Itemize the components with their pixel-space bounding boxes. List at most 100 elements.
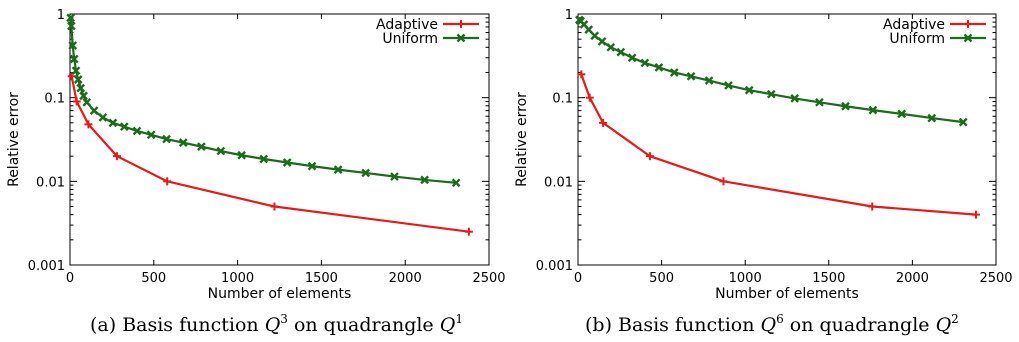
data-point <box>815 97 824 107</box>
cross-marker <box>744 85 754 95</box>
basis-power: 6 <box>776 312 784 326</box>
legend-label: Adaptive <box>376 17 438 33</box>
chart-panel-a: 0 500 1000 1500 2000 2500 0.001 0.01 0.1 1 Number … <box>6 8 506 336</box>
cross-marker <box>704 76 714 85</box>
data-point <box>390 172 399 181</box>
data-point <box>590 31 600 41</box>
cross-marker <box>616 47 626 57</box>
cross-marker <box>71 66 81 76</box>
cross-marker <box>307 161 317 171</box>
series-uniform <box>66 13 461 188</box>
cross-marker <box>420 175 429 185</box>
cross-marker <box>98 113 108 122</box>
data-point <box>84 120 93 129</box>
legend-label: Uniform <box>889 31 945 47</box>
data-point <box>669 68 679 77</box>
data-point <box>119 122 129 132</box>
data-point <box>237 150 246 160</box>
cross-marker <box>73 75 83 84</box>
data-point <box>68 41 78 50</box>
cross-marker <box>237 150 246 160</box>
data-point <box>333 165 343 174</box>
data-point <box>724 81 733 90</box>
data-point <box>89 106 99 115</box>
y-tick-label: 0.001 <box>536 259 573 274</box>
data-point <box>112 152 121 161</box>
y-axis-label: Relative error <box>6 92 22 187</box>
x-tick-label: 2000 <box>896 271 929 286</box>
cross-marker <box>89 106 99 115</box>
cross-marker <box>162 134 171 144</box>
data-point <box>606 42 616 52</box>
caption: (a) Basis function Q3 on quadrangle Q1 <box>90 312 463 336</box>
data-point <box>868 105 878 115</box>
cross-marker <box>590 31 600 41</box>
data-point <box>420 175 429 185</box>
cross-marker <box>66 21 76 31</box>
series-line-adaptive <box>70 76 470 233</box>
cross-marker <box>584 25 594 35</box>
cross-marker <box>333 165 343 174</box>
x-tick-label: 1500 <box>812 271 845 286</box>
data-point <box>719 177 728 186</box>
cross-marker <box>79 91 88 101</box>
y-tick-label: 1 <box>565 8 573 23</box>
data-point <box>163 177 172 186</box>
cross-marker <box>259 154 269 164</box>
x-tick-label: 500 <box>141 271 166 286</box>
data-point <box>270 202 279 211</box>
data-point <box>790 94 800 103</box>
data-point <box>146 130 156 140</box>
cross-marker <box>68 41 78 50</box>
cross-marker <box>897 109 907 119</box>
cross-marker <box>927 113 937 123</box>
data-point <box>197 142 206 151</box>
data-point <box>640 58 650 68</box>
legend-marker <box>963 33 973 43</box>
cross-marker <box>724 81 733 90</box>
y-tick-label: 0.01 <box>36 175 65 190</box>
data-point <box>599 118 608 127</box>
data-point <box>577 70 586 79</box>
data-point <box>645 152 654 161</box>
basis-symbol: Q <box>761 314 777 336</box>
cross-marker <box>669 68 679 77</box>
y-tick-label: 0.001 <box>28 259 65 274</box>
data-point <box>597 37 607 46</box>
series-line-uniform <box>69 17 457 184</box>
cross-marker <box>958 117 968 127</box>
cross-marker <box>82 97 92 107</box>
data-point <box>76 83 86 93</box>
basis-symbol: Q <box>265 314 281 336</box>
cross-marker <box>686 71 696 81</box>
data-point <box>72 97 81 106</box>
data-point <box>162 134 171 144</box>
cross-marker <box>69 54 79 64</box>
y-tick-label: 0.1 <box>44 92 65 107</box>
data-point <box>841 101 850 111</box>
data-point <box>307 161 317 171</box>
data-point <box>971 210 980 219</box>
data-point <box>958 117 968 127</box>
x-tick-label: 1000 <box>729 271 762 286</box>
data-point <box>686 71 696 81</box>
data-point <box>66 13 76 23</box>
data-point <box>69 54 79 64</box>
cross-marker <box>108 118 118 128</box>
x-axis-label: Number of elements <box>208 286 352 302</box>
data-point <box>132 126 142 136</box>
caption-part: (a) Basis function <box>90 314 265 336</box>
cross-marker <box>197 142 206 151</box>
cross-marker <box>640 58 650 68</box>
data-point <box>216 146 226 156</box>
cross-marker <box>766 89 776 99</box>
data-point <box>259 154 269 164</box>
y-axis-label: Relative error <box>514 92 530 187</box>
cross-marker <box>451 178 461 188</box>
data-point <box>585 93 594 102</box>
series-adaptive <box>577 70 980 219</box>
data-point <box>361 168 370 178</box>
cross-marker <box>390 172 399 181</box>
legend-marker <box>456 33 466 43</box>
